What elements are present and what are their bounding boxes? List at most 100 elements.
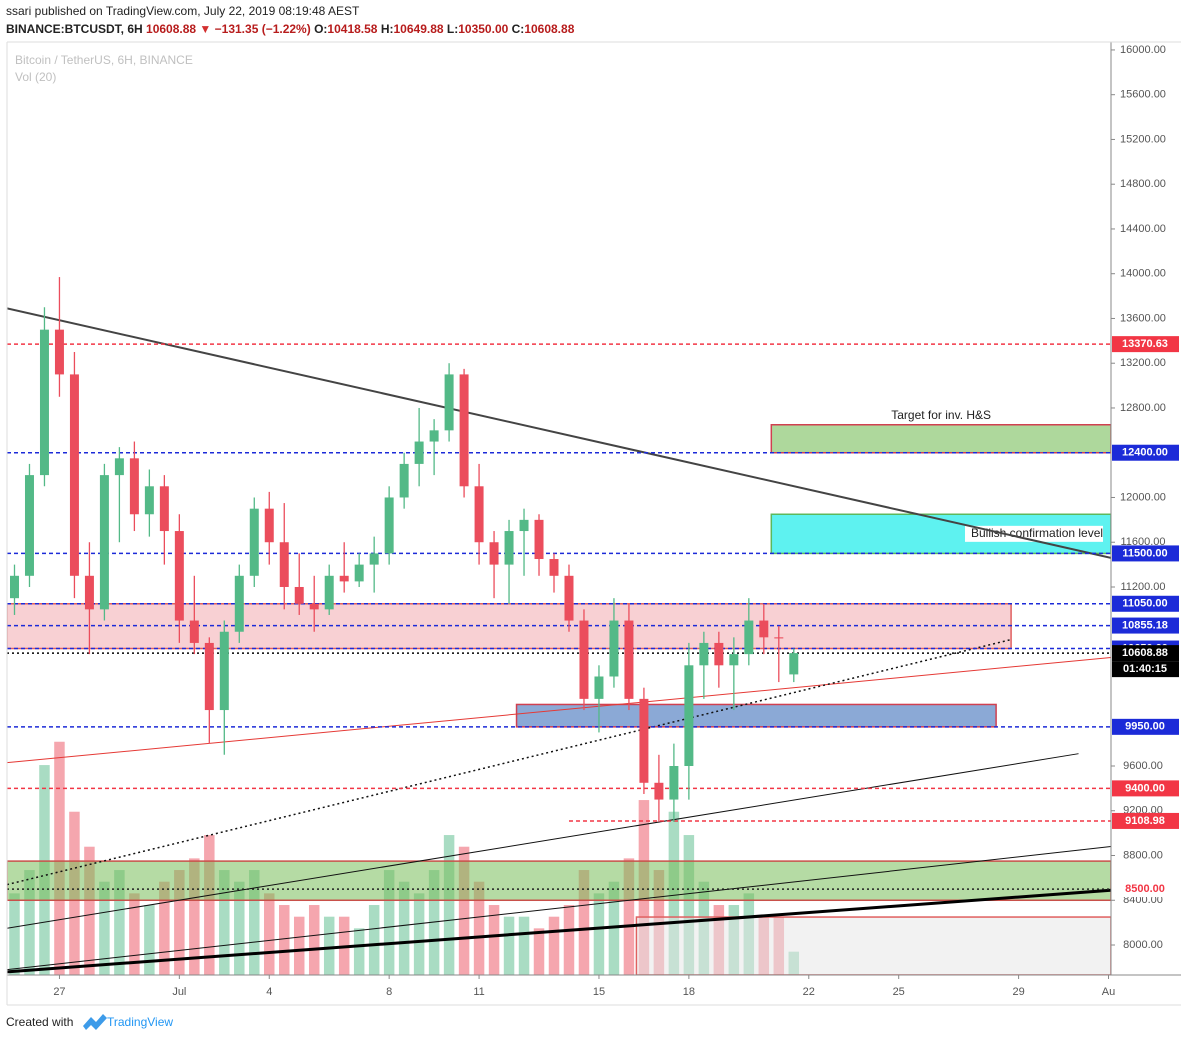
brand-logo	[83, 1014, 107, 1030]
price-label: 9108.98	[1125, 815, 1165, 827]
ohlc-key: C:	[512, 22, 525, 36]
candle-body	[639, 698, 649, 783]
candle-body	[594, 676, 604, 699]
price-label-bg	[1112, 617, 1179, 634]
candle-body	[729, 654, 739, 666]
y-tick-label: 13600.00	[1120, 312, 1166, 324]
zone-label-bg	[965, 525, 1103, 542]
candle-body	[654, 782, 664, 800]
volume-bar	[503, 916, 515, 975]
candle-body	[474, 486, 484, 543]
candle-body	[624, 620, 634, 699]
volume-bar	[9, 893, 20, 975]
zone	[515, 703, 997, 728]
countdown-bg	[1112, 661, 1179, 678]
volume-bar	[159, 881, 170, 975]
volume-bar	[443, 835, 455, 975]
trendline	[7, 753, 1079, 929]
volume-bar	[84, 846, 95, 975]
zone-label: Bullish confirmation level	[971, 526, 1103, 540]
candle-body	[24, 475, 34, 576]
candle-body	[39, 329, 49, 476]
candle-body	[189, 620, 199, 643]
volume-bar	[593, 893, 605, 975]
volume-bar	[129, 893, 140, 975]
candle-body	[444, 374, 454, 431]
trendline	[7, 638, 1012, 886]
x-tick-label: 11	[473, 986, 484, 998]
candle-body	[264, 508, 274, 543]
x-tick-label: Au	[1102, 986, 1115, 998]
candle-body	[384, 497, 394, 554]
candle-body	[219, 631, 229, 711]
x-tick-label: Jul	[172, 986, 186, 998]
candle-body	[609, 620, 619, 677]
candle-body	[684, 665, 694, 767]
ohlc-key: O:	[314, 22, 327, 36]
zone	[770, 424, 1111, 454]
candle-body	[354, 564, 364, 582]
candle-body	[279, 542, 289, 587]
volume-bar	[488, 905, 500, 975]
x-tick-label: 15	[593, 986, 605, 998]
price-label: 8500.00	[1125, 883, 1165, 895]
y-tick-label: 8000.00	[1123, 939, 1163, 951]
y-tick-label: 8800.00	[1123, 849, 1163, 861]
price-label-bg	[1112, 780, 1179, 797]
volume-bar	[368, 905, 380, 975]
change: −131.35 (−1.22%)	[215, 22, 311, 36]
volume-bar	[308, 905, 320, 975]
footer-brand: TradingView	[107, 1015, 173, 1029]
volume-bar	[623, 858, 635, 975]
candle-body	[519, 519, 529, 532]
y-tick-label: 8400.00	[1123, 894, 1163, 906]
candle-body	[564, 575, 574, 621]
candle-body	[459, 374, 469, 487]
volume-bar	[458, 846, 470, 975]
candle-body	[369, 553, 379, 565]
volume-bar	[563, 905, 575, 975]
candle-body	[759, 620, 769, 638]
trendline	[7, 656, 1111, 764]
volume-bar	[24, 870, 35, 975]
volume-bar	[174, 870, 185, 975]
volume-bar	[219, 870, 230, 975]
candle-body	[399, 463, 409, 498]
y-tick-label: 15600.00	[1120, 89, 1166, 101]
candle-body	[669, 766, 679, 800]
volume-bar	[249, 870, 260, 975]
candle-body	[504, 531, 514, 565]
y-tick-label: 11200.00	[1120, 581, 1165, 593]
y-tick-label: 12000.00	[1120, 491, 1166, 503]
price-label-bg	[1112, 881, 1179, 898]
volume-bar	[398, 881, 410, 975]
candle-body	[294, 586, 304, 604]
price-label: 10855.18	[1122, 619, 1168, 631]
candle-body	[324, 575, 334, 610]
candle-body	[339, 575, 349, 582]
x-tick-label: 8	[386, 986, 392, 998]
price-label: 9950.00	[1125, 721, 1165, 733]
price-label: 11050.00	[1122, 598, 1167, 610]
zone	[635, 916, 1111, 975]
candle-body	[54, 329, 64, 375]
candle-body	[744, 620, 754, 655]
y-tick-label: 9600.00	[1123, 760, 1163, 772]
x-tick-label: 29	[1012, 986, 1024, 998]
candle-body	[114, 458, 124, 476]
candle-body	[414, 441, 424, 464]
price-label: 12400.00	[1122, 447, 1168, 459]
price-label: 11500.00	[1122, 547, 1167, 559]
plot-area: Bullish confirmation level Target for inv…	[7, 277, 1111, 975]
volume-bar	[189, 858, 200, 975]
y-tick-label: 14800.00	[1120, 178, 1166, 190]
price-label-bg	[1112, 545, 1179, 562]
candle-body	[699, 642, 709, 666]
candle-body	[429, 430, 439, 442]
x-tick-label: 25	[893, 986, 905, 998]
candle-body	[129, 458, 139, 515]
volume-bar	[114, 870, 125, 975]
volume-bar	[54, 741, 65, 975]
candle-body	[789, 653, 799, 675]
volume-bar	[413, 893, 425, 975]
